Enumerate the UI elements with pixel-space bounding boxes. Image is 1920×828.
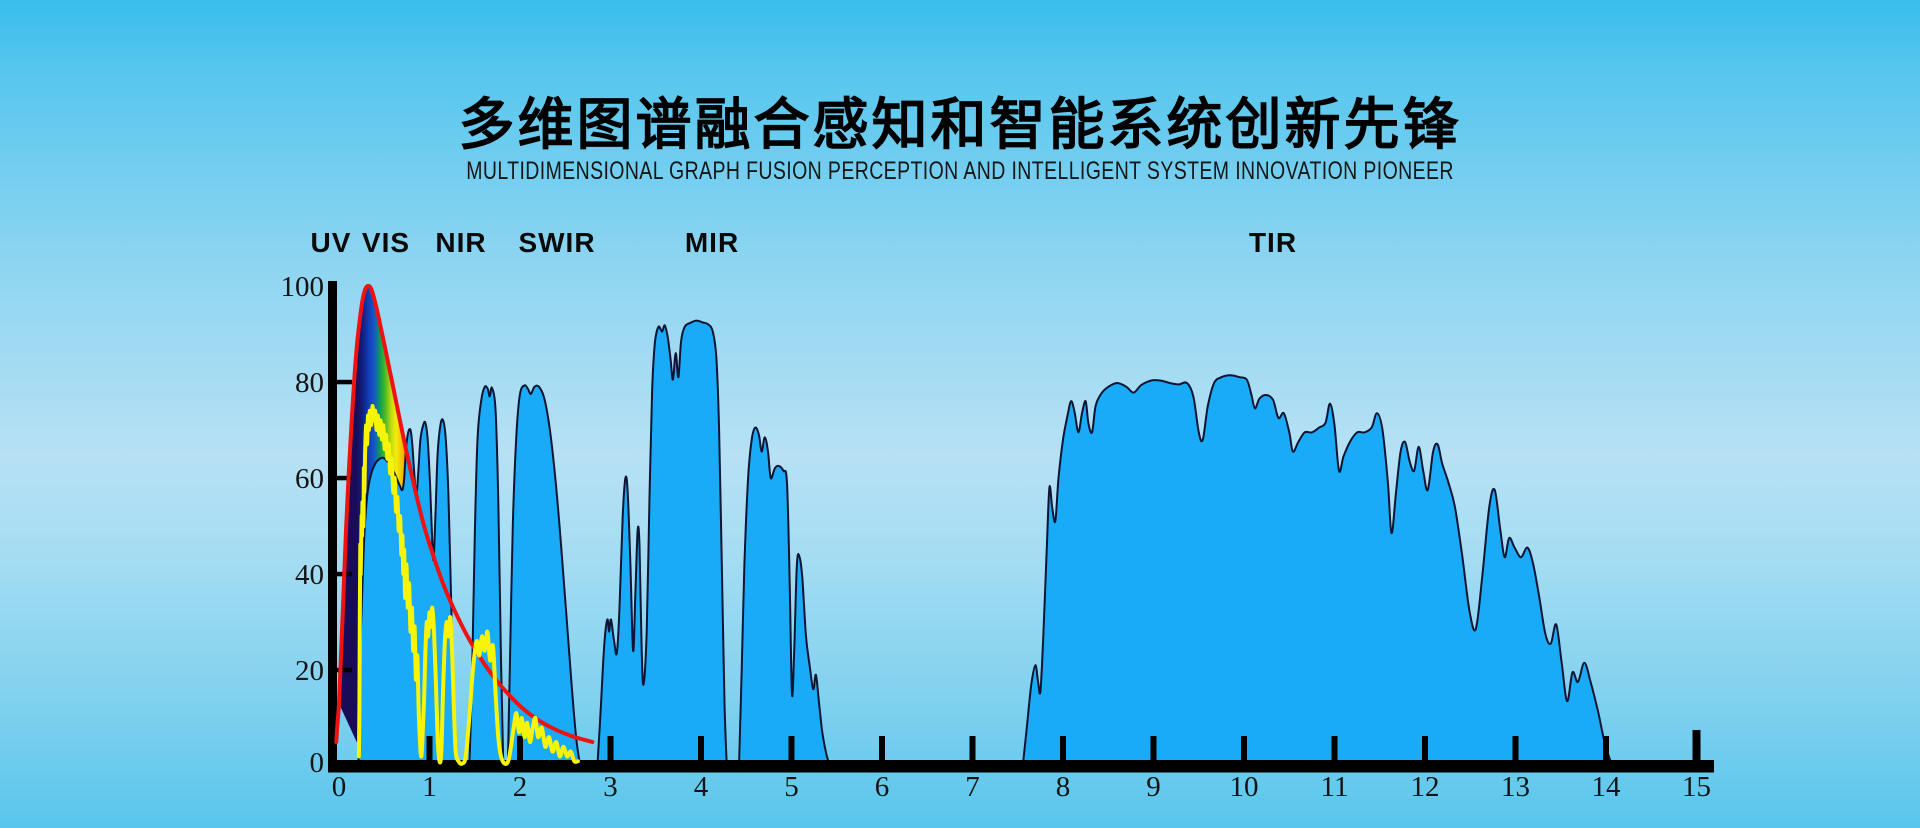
x-tick-13	[1512, 736, 1519, 760]
x-tick-8	[1060, 736, 1066, 760]
x-tick-12	[1422, 736, 1428, 760]
subtitle-row: MULTIDIMENSIONAL GRAPH FUSION PERCEPTION…	[0, 157, 1920, 186]
x-tick-11	[1331, 736, 1338, 760]
y-tick-label-80: 80	[295, 367, 324, 399]
atmos-window-4	[596, 319, 728, 767]
x-tick-5	[788, 736, 795, 760]
x-tick-15	[1692, 730, 1701, 760]
x-tick-label-9: 9	[1146, 771, 1161, 803]
x-tick-3	[607, 736, 614, 760]
x-tick-label-13: 13	[1501, 771, 1530, 803]
y-tick-80	[337, 379, 352, 385]
x-tick-label-8: 8	[1056, 771, 1071, 803]
y-tick-label-40: 40	[295, 559, 324, 591]
surface-irradiance-curve	[356, 403, 580, 766]
band-label-tir: TIR	[1248, 227, 1298, 258]
x-tick-10	[1241, 736, 1247, 760]
x-tick-label-1: 1	[422, 771, 437, 803]
x-tick-label-5: 5	[784, 771, 799, 803]
x-tick-label-2: 2	[513, 771, 528, 803]
page-title: 多维图谱融合感知和智能系统创新先锋	[458, 92, 1462, 156]
x-tick-label-12: 12	[1411, 771, 1440, 803]
x-tick-label-3: 3	[603, 771, 618, 803]
atmos-window-6	[1021, 374, 1614, 767]
y-tick-label-20: 20	[295, 655, 324, 687]
x-tick-7	[969, 736, 976, 760]
x-tick-label-15: 15	[1682, 771, 1711, 803]
y-tick-60	[337, 475, 352, 481]
x-tick-label-4: 4	[694, 771, 709, 803]
solar-envelope-curve	[334, 283, 595, 744]
x-tick-label-0: 0	[332, 771, 347, 803]
y-axis-line	[328, 281, 337, 772]
band-label-uv: UV	[310, 227, 352, 258]
y-tick-20	[337, 667, 352, 673]
x-tick-4	[698, 736, 704, 760]
x-tick-9	[1150, 736, 1157, 760]
x-tick-14	[1603, 736, 1609, 760]
axes	[328, 281, 1714, 773]
x-tick-label-7: 7	[965, 771, 980, 803]
band-label-nir: NIR	[435, 227, 487, 258]
y-tick-label-100: 100	[281, 271, 325, 303]
atmospheric-windows	[357, 319, 1614, 767]
x-tick-label-10: 10	[1230, 771, 1259, 803]
x-tick-label-6: 6	[875, 771, 890, 803]
x-tick-2	[517, 736, 523, 760]
band-label-vis: VIS	[361, 227, 411, 258]
band-label-swir: SWIR	[518, 227, 596, 258]
x-tick-label-14: 14	[1592, 771, 1622, 803]
x-axis-line	[328, 760, 1714, 773]
band-label-mir: MIR	[684, 227, 740, 258]
y-tick-label-60: 60	[295, 463, 324, 495]
atmos-window-5	[738, 426, 831, 767]
y-tick-label-0: 0	[310, 747, 325, 779]
page-subtitle: MULTIDIMENSIONAL GRAPH FUSION PERCEPTION…	[466, 157, 1454, 185]
x-tick-1	[426, 736, 433, 760]
atmos-window-3	[506, 384, 582, 767]
x-tick-6	[879, 736, 885, 760]
x-tick-label-11: 11	[1321, 771, 1349, 803]
